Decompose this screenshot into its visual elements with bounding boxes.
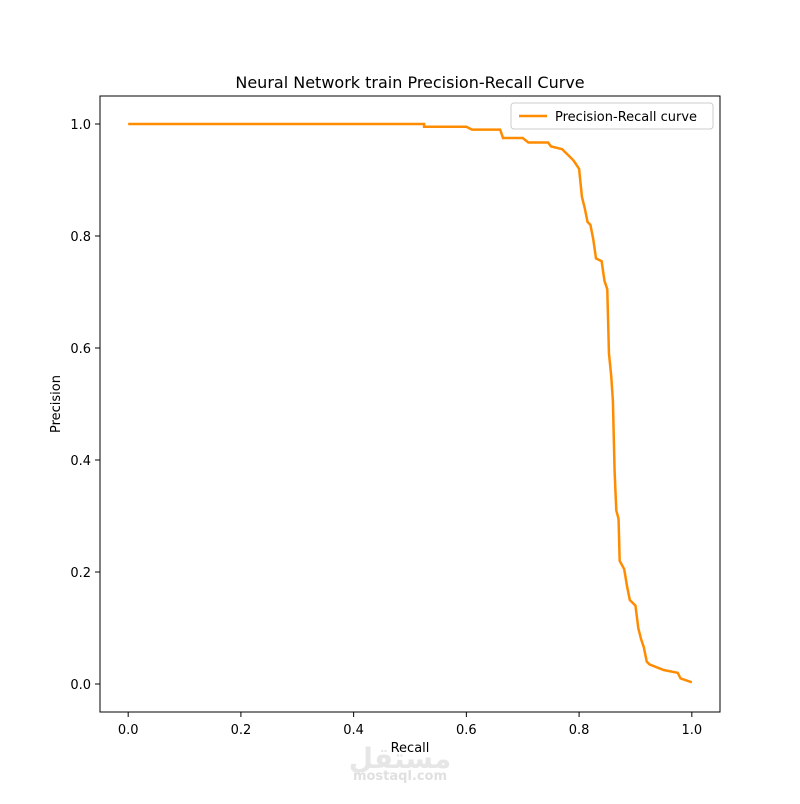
y-tick-label: 0.8 [70, 230, 91, 245]
chart-title: Neural Network train Precision-Recall Cu… [235, 73, 584, 92]
y-axis-label: Precision [49, 375, 64, 433]
y-tick-label: 1.0 [70, 118, 91, 133]
x-tick-label: 0.6 [456, 723, 477, 738]
y-tick-label: 0.0 [70, 678, 91, 693]
legend-box [510, 102, 714, 130]
x-axis-label: Recall [391, 741, 430, 756]
watermark: mostaql.com [353, 769, 447, 784]
y-tick-label: 0.4 [70, 454, 91, 469]
watermark: مستقل [349, 742, 451, 775]
x-tick-label: 0.0 [118, 723, 139, 738]
x-tick-label: 0.4 [343, 723, 364, 738]
x-tick-label: 0.2 [231, 723, 252, 738]
y-tick-label: 0.6 [70, 342, 91, 357]
y-tick-label: 0.2 [70, 566, 91, 581]
plot-frame [99, 95, 721, 713]
x-tick-label: 0.8 [569, 723, 590, 738]
curve [128, 122, 693, 684]
legend-label: Precision-Recall curve [555, 110, 697, 125]
x-tick-label: 1.0 [681, 723, 702, 738]
